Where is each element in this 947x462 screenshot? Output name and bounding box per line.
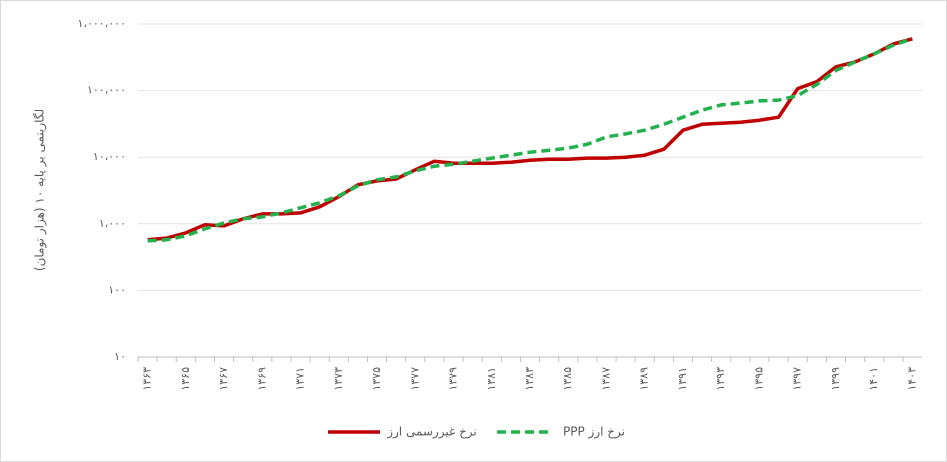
x-tick-label: ۱۳۸۱ xyxy=(485,367,498,391)
y-tick-label: ۱۰،۰۰۰ xyxy=(93,150,126,163)
y-tick-label: ۱،۰۰۰،۰۰۰ xyxy=(78,17,126,30)
legend-label: نرخ ارز PPP xyxy=(563,425,625,440)
x-tick-label: ۱۳۹۷ xyxy=(791,367,804,391)
x-tick-label: ۱۳۸۵ xyxy=(561,367,574,391)
x-tick-label: ۱۳۸۳ xyxy=(523,367,536,391)
x-tick-label: ۱۳۷۹ xyxy=(447,367,460,391)
x-tick-label: ۱۳۹۵ xyxy=(752,367,765,391)
x-tick-label: ۱۳۷۱ xyxy=(294,367,307,391)
x-tick-label: ۱۳۸۷ xyxy=(599,367,612,391)
x-tick-label: ۱۳۷۵ xyxy=(370,367,383,391)
x-tick-label: ۱۳۹۳ xyxy=(714,367,727,391)
x-tick-label: ۱۳۶۳ xyxy=(141,367,154,391)
x-tick-label: ۱۴۰۱ xyxy=(867,367,880,391)
x-tick-label: ۱۳۷۳ xyxy=(332,367,345,391)
y-tick-label: ۱،۰۰۰ xyxy=(99,217,126,230)
x-tick-label: ۱۳۶۷ xyxy=(217,367,230,391)
x-tick-label: ۱۳۸۹ xyxy=(638,367,651,391)
x-tick-label: ۱۳۹۱ xyxy=(676,367,689,391)
y-axis-title: لگاریتمی بر پایه ۱۰ (هزار تومان) xyxy=(33,109,48,271)
y-tick-label: ۱۰۰ xyxy=(108,283,126,296)
x-tick-label: ۱۳۹۹ xyxy=(829,367,842,391)
x-tick-label: ۱۴۰۳ xyxy=(905,367,918,391)
y-tick-label: ۱۰ xyxy=(114,350,126,363)
x-tick-label: ۱۳۶۹ xyxy=(255,367,268,391)
x-tick-label: ۱۳۷۷ xyxy=(408,367,421,391)
legend-label: نرخ غیررسمی ارز xyxy=(386,425,477,440)
x-tick-label: ۱۳۶۵ xyxy=(179,367,192,391)
y-tick-label: ۱۰۰،۰۰۰ xyxy=(87,84,126,97)
series-line xyxy=(147,37,913,243)
